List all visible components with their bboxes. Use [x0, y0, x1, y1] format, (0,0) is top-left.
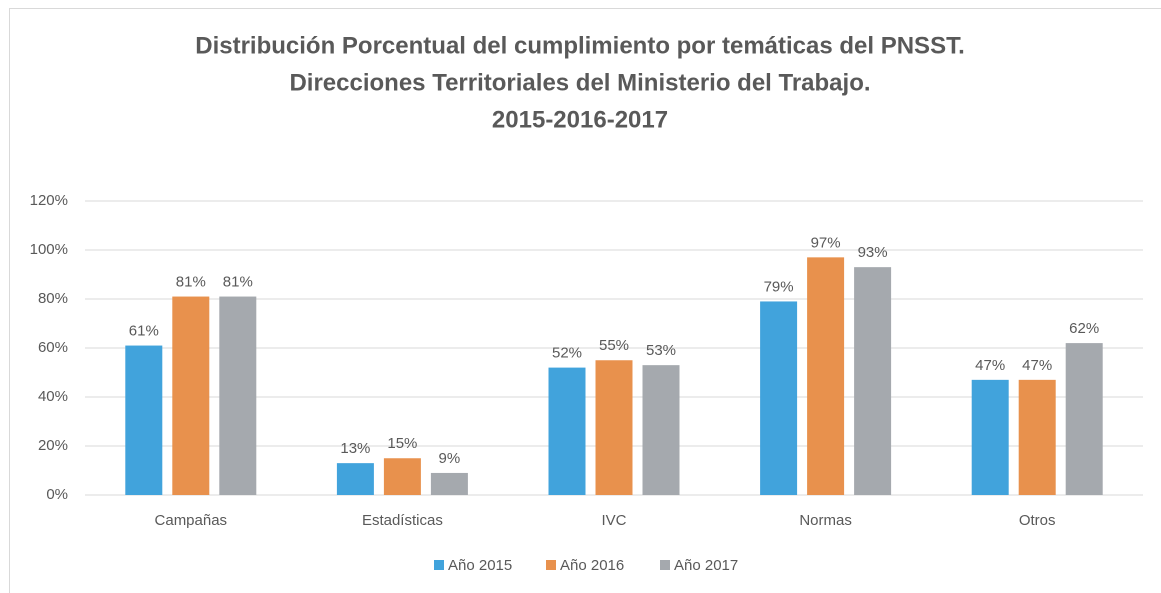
- bar: [760, 301, 798, 495]
- y-tick-label: 80%: [38, 290, 68, 307]
- y-tick-label: 100%: [30, 241, 68, 258]
- value-label: 47%: [975, 357, 1005, 374]
- x-tick-label: Estadísticas: [362, 512, 443, 529]
- y-tick-label: 120%: [30, 192, 68, 209]
- value-label: 13%: [340, 440, 370, 457]
- value-label: 79%: [764, 278, 794, 295]
- legend-label: Año 2017: [674, 557, 738, 574]
- bar: [430, 472, 468, 495]
- bar: [125, 345, 163, 495]
- chart-title: Distribución Porcentual del cumplimiento…: [195, 32, 965, 59]
- value-label: 81%: [176, 274, 206, 291]
- value-label: 55%: [599, 337, 629, 354]
- bar: [219, 296, 257, 495]
- y-tick-label: 60%: [38, 339, 68, 356]
- legend-label: Año 2016: [560, 557, 624, 574]
- value-label: 93%: [858, 244, 888, 261]
- bar: [595, 360, 633, 495]
- bar: [548, 367, 586, 495]
- y-tick-label: 0%: [46, 486, 68, 503]
- legend-swatch: [660, 560, 670, 570]
- bar: [1018, 379, 1056, 495]
- value-label: 52%: [552, 345, 582, 362]
- value-label: 47%: [1022, 357, 1052, 374]
- bar: [1065, 343, 1103, 495]
- value-label: 62%: [1069, 320, 1099, 337]
- chart-title: 2015-2016-2017: [492, 106, 668, 133]
- bar: [336, 463, 374, 495]
- value-label: 15%: [387, 435, 417, 452]
- value-label: 9%: [439, 450, 461, 467]
- legend-label: Año 2015: [448, 557, 512, 574]
- value-label: 97%: [811, 234, 841, 251]
- x-tick-label: IVC: [601, 512, 626, 529]
- bar: [807, 257, 845, 495]
- bar: [172, 296, 210, 495]
- chart-title: Direcciones Territoriales del Ministerio…: [289, 69, 870, 96]
- legend-swatch: [434, 560, 444, 570]
- value-label: 61%: [129, 323, 159, 340]
- x-tick-label: Normas: [799, 512, 852, 529]
- x-tick-label: Campañas: [155, 512, 228, 529]
- value-label: 53%: [646, 342, 676, 359]
- value-label: 81%: [223, 274, 253, 291]
- x-tick-label: Otros: [1019, 512, 1056, 529]
- y-tick-label: 40%: [38, 388, 68, 405]
- y-tick-label: 20%: [38, 437, 68, 454]
- bar: [642, 365, 680, 495]
- legend-swatch: [546, 560, 556, 570]
- bar: [383, 458, 421, 495]
- bar: [971, 379, 1009, 495]
- bar: [854, 267, 892, 495]
